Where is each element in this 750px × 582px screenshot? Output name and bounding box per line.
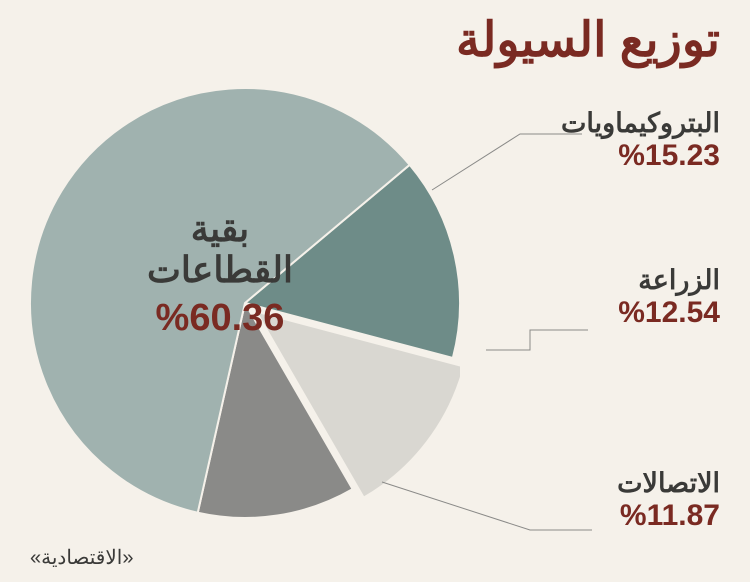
source-credit: «الاقتصادية» — [30, 545, 133, 570]
label-agriculture-value: %12.54 — [618, 296, 720, 330]
callout-agriculture — [486, 330, 588, 350]
label-other-value: %60.36 — [120, 297, 320, 340]
label-telecom: الاتصالات %11.87 — [617, 468, 720, 533]
label-agriculture: الزراعة %12.54 — [618, 265, 720, 330]
label-agriculture-name: الزراعة — [618, 265, 720, 296]
label-petrochemicals-value: %15.23 — [561, 139, 720, 173]
label-petrochemicals: البتروكيماويات %15.23 — [561, 108, 720, 173]
label-telecom-name: الاتصالات — [617, 468, 720, 499]
label-petrochemicals-name: البتروكيماويات — [561, 108, 720, 139]
chart-title: توزيع السيولة — [456, 12, 720, 68]
label-other-sectors: بقيةالقطاعات %60.36 — [120, 208, 320, 340]
label-telecom-value: %11.87 — [617, 499, 720, 533]
label-other-name: بقيةالقطاعات — [120, 208, 320, 291]
